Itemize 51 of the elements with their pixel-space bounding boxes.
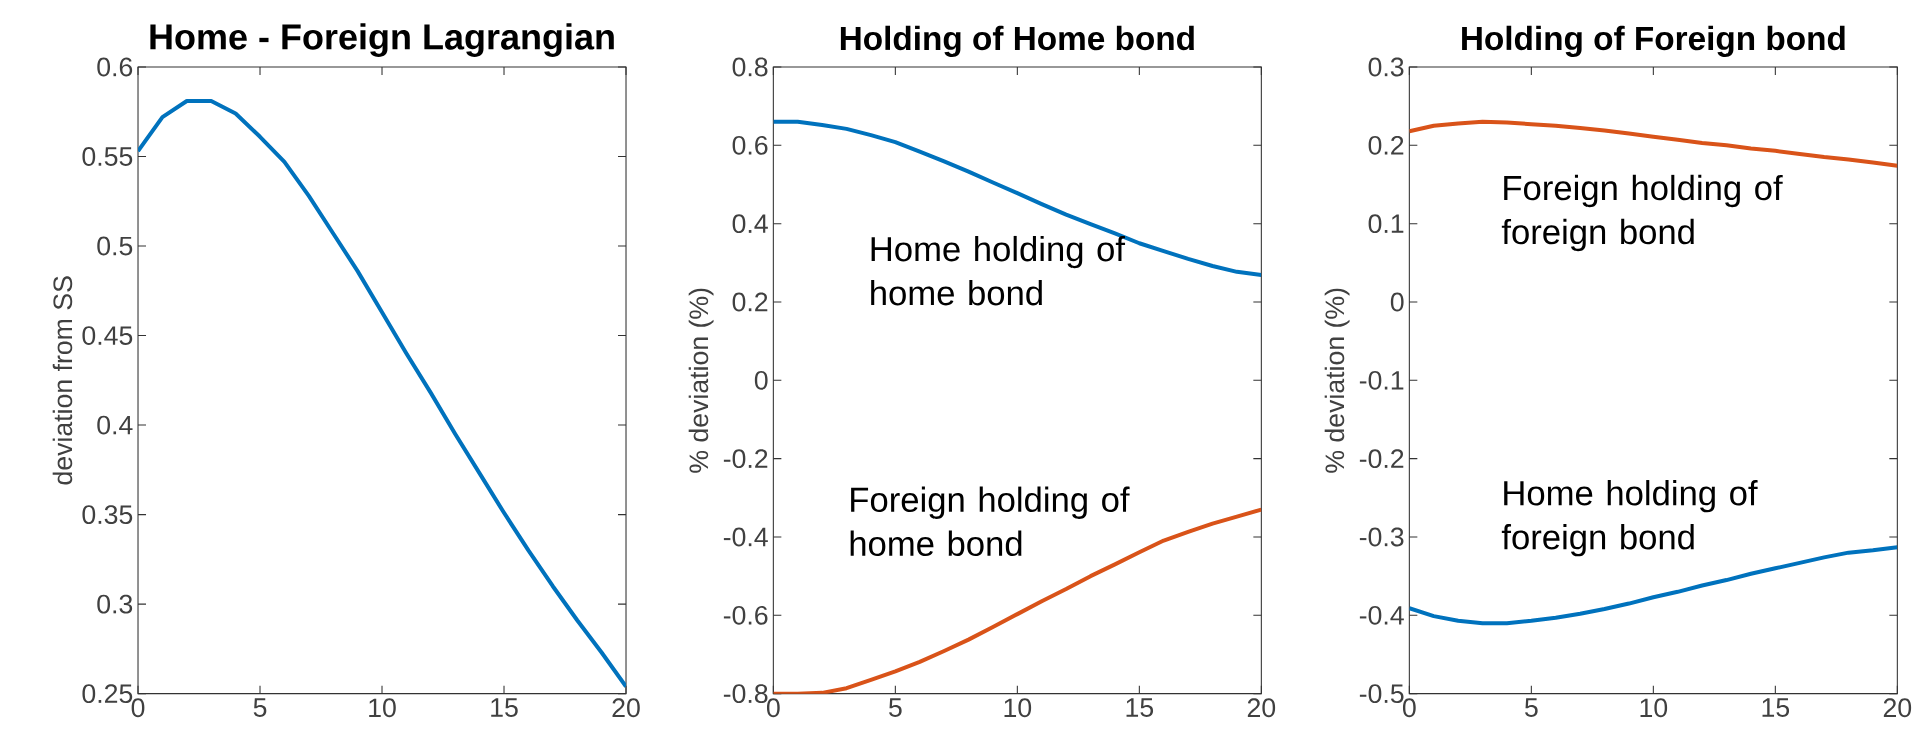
chart-title: Holding of Foreign bond xyxy=(1462,25,1845,57)
x-tick-label: 15 xyxy=(1762,698,1790,717)
y-tick-label: -0.3 xyxy=(1359,527,1404,547)
x-tick-label: 15 xyxy=(491,698,518,717)
y-tick-label: 0.45 xyxy=(82,326,133,345)
y-tick-label: 0.2 xyxy=(1368,135,1404,155)
y-tick-label: -0.2 xyxy=(1359,449,1404,469)
y-tick-label: 0 xyxy=(1390,292,1404,312)
y-tick-label: 0.55 xyxy=(82,147,133,166)
x-tick-label: 5 xyxy=(889,698,902,717)
y-tick-label: 0.5 xyxy=(97,236,133,256)
y-tick-label: 0.6 xyxy=(97,57,133,77)
y-tick-label: 0.2 xyxy=(732,292,768,312)
y-axis-title: % deviation (%) xyxy=(1324,288,1350,473)
chart-title: Home - Foreign Lagrangian xyxy=(150,23,614,57)
x-tick-label: 20 xyxy=(612,698,640,718)
y-tick-label: 0.25 xyxy=(82,684,133,704)
line-series xyxy=(138,99,627,689)
y-tick-label: -0.8 xyxy=(723,684,768,704)
y-tick-label: -0.1 xyxy=(1359,370,1404,390)
y-tick-label: -0.6 xyxy=(723,605,768,625)
series-label: Home holding of foreign bond xyxy=(1501,480,1758,557)
y-tick-label: 0.4 xyxy=(97,415,133,435)
y-tick-label: 0.35 xyxy=(82,505,133,525)
chart-title: Holding of Home bond xyxy=(840,25,1194,57)
y-tick-label: 0.3 xyxy=(1368,57,1404,77)
line-series xyxy=(1409,119,1898,168)
x-tick-label: 10 xyxy=(369,698,396,718)
series-label: Foreign holding of home bond xyxy=(850,486,1130,557)
y-tick-label: 0 xyxy=(754,370,768,390)
y-tick-label: -0.4 xyxy=(723,527,768,547)
x-tick-label: 10 xyxy=(1004,698,1032,718)
x-tick-label: 10 xyxy=(1640,698,1668,718)
y-axis-title: % deviation (%) xyxy=(688,288,714,473)
y-tick-label: -0.4 xyxy=(1359,605,1404,625)
y-tick-label: 0.6 xyxy=(732,135,768,155)
x-tick-label: 20 xyxy=(1883,698,1912,718)
x-tick-label: 5 xyxy=(253,698,267,717)
x-tick-label: 20 xyxy=(1247,698,1276,718)
y-tick-label: 0.1 xyxy=(1368,214,1404,234)
y-tick-label: -0.5 xyxy=(1359,684,1404,704)
y-tick-label: 0.3 xyxy=(97,594,133,614)
y-tick-label: 0.4 xyxy=(732,214,768,234)
line-series xyxy=(773,119,1262,277)
x-tick-label: 5 xyxy=(1524,698,1538,717)
x-tick-label: 15 xyxy=(1126,698,1154,717)
series-label: Home holding of home bond xyxy=(871,235,1126,306)
y-tick-label: -0.2 xyxy=(723,449,768,469)
y-axis-title: deviation from SS xyxy=(52,276,73,485)
y-tick-label: 0.8 xyxy=(732,57,768,77)
series-label: Foreign holding of foreign bond xyxy=(1501,174,1783,252)
